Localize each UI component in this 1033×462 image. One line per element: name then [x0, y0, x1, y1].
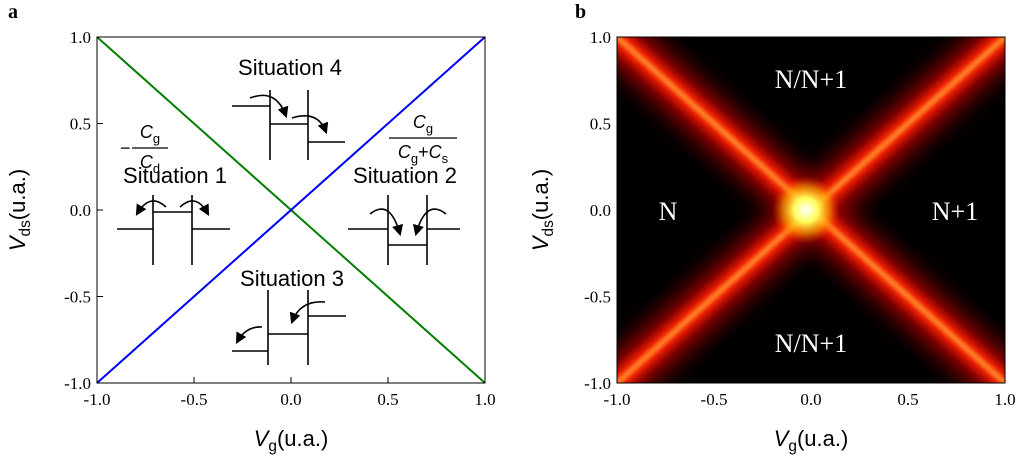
subscript: g	[153, 131, 160, 146]
axis-subscript: g	[788, 438, 797, 455]
axis-unit: (u.a.)	[797, 426, 848, 451]
axis-symbol: V	[774, 426, 791, 451]
axis-symbol: V	[528, 234, 553, 251]
axis-subscript: g	[268, 438, 277, 455]
fraction-numerator: Cg	[413, 112, 433, 136]
subscript: d	[153, 161, 160, 176]
x-tick-label: -1.0	[604, 390, 631, 409]
axis-label: Vg(u.a.)	[254, 426, 329, 455]
fraction-sign: −	[120, 138, 131, 158]
subscript: g	[426, 121, 433, 136]
y-tick-label: 0.5	[590, 115, 611, 134]
symbol: C	[140, 122, 154, 142]
symbol: C	[398, 142, 412, 162]
fraction-denominator: Cd	[140, 152, 160, 176]
y-tick-label: 0.5	[70, 115, 91, 134]
situation-label: Situation 3	[240, 266, 344, 291]
subscript: g	[411, 151, 418, 166]
x-tick-label: 0.0	[800, 390, 821, 409]
y-tick-label: -0.5	[584, 288, 611, 307]
symbol: C	[429, 142, 443, 162]
symbol: C	[413, 112, 427, 132]
axis-unit: (u.a.)	[528, 169, 553, 220]
x-tick-label: -1.0	[84, 390, 111, 409]
panel-label: a	[8, 1, 18, 23]
y-tick-label: 1.0	[70, 28, 91, 47]
region-label: N/N+1	[775, 65, 847, 94]
region-label: N+1	[932, 197, 978, 226]
axis-label: Vds(u.a.)	[5, 169, 34, 251]
y-tick-label: 0.0	[590, 201, 611, 220]
y-tick-label: -1.0	[64, 374, 91, 393]
y-tick-label: 1.0	[590, 28, 611, 47]
region-label: N	[659, 197, 678, 226]
plus: +	[418, 142, 429, 162]
x-tick-label: -0.5	[181, 390, 208, 409]
axis-symbol: V	[5, 234, 30, 251]
region-label: N/N+1	[775, 329, 847, 358]
x-tick-label: 0.5	[897, 390, 918, 409]
y-tick-label: -1.0	[584, 374, 611, 393]
symbol: C	[140, 152, 154, 172]
x-tick-label: 1.0	[474, 390, 495, 409]
series-line	[96, 36, 486, 384]
axis-unit: (u.a.)	[277, 426, 328, 451]
axis-symbol: V	[254, 426, 271, 451]
subscript: s	[442, 151, 449, 166]
panel-label: b	[575, 1, 586, 23]
y-tick-label: 0.0	[70, 201, 91, 220]
axis-unit: (u.a.)	[5, 169, 30, 220]
axis-subscript: ds	[17, 220, 34, 237]
x-tick-label: -0.5	[701, 390, 728, 409]
y-tick-label: -0.5	[64, 288, 91, 307]
situation-label: Situation 1	[123, 163, 227, 188]
axis-label: Vds(u.a.)	[528, 169, 557, 251]
x-tick-label: 1.0	[994, 390, 1015, 409]
axis-subscript: ds	[540, 220, 557, 237]
heatmap	[617, 37, 1005, 383]
energy-diagrams	[117, 90, 460, 365]
fraction-numerator: Cg	[140, 122, 160, 146]
x-tick-label: 0.5	[377, 390, 398, 409]
situation-label: Situation 4	[238, 55, 342, 80]
situation-label: Situation 2	[353, 163, 457, 188]
x-tick-label: 0.0	[280, 390, 301, 409]
heatmap-peak	[772, 176, 840, 244]
fraction-denominator: Cg+Cs	[398, 142, 449, 166]
axis-label: Vg(u.a.)	[774, 426, 849, 455]
